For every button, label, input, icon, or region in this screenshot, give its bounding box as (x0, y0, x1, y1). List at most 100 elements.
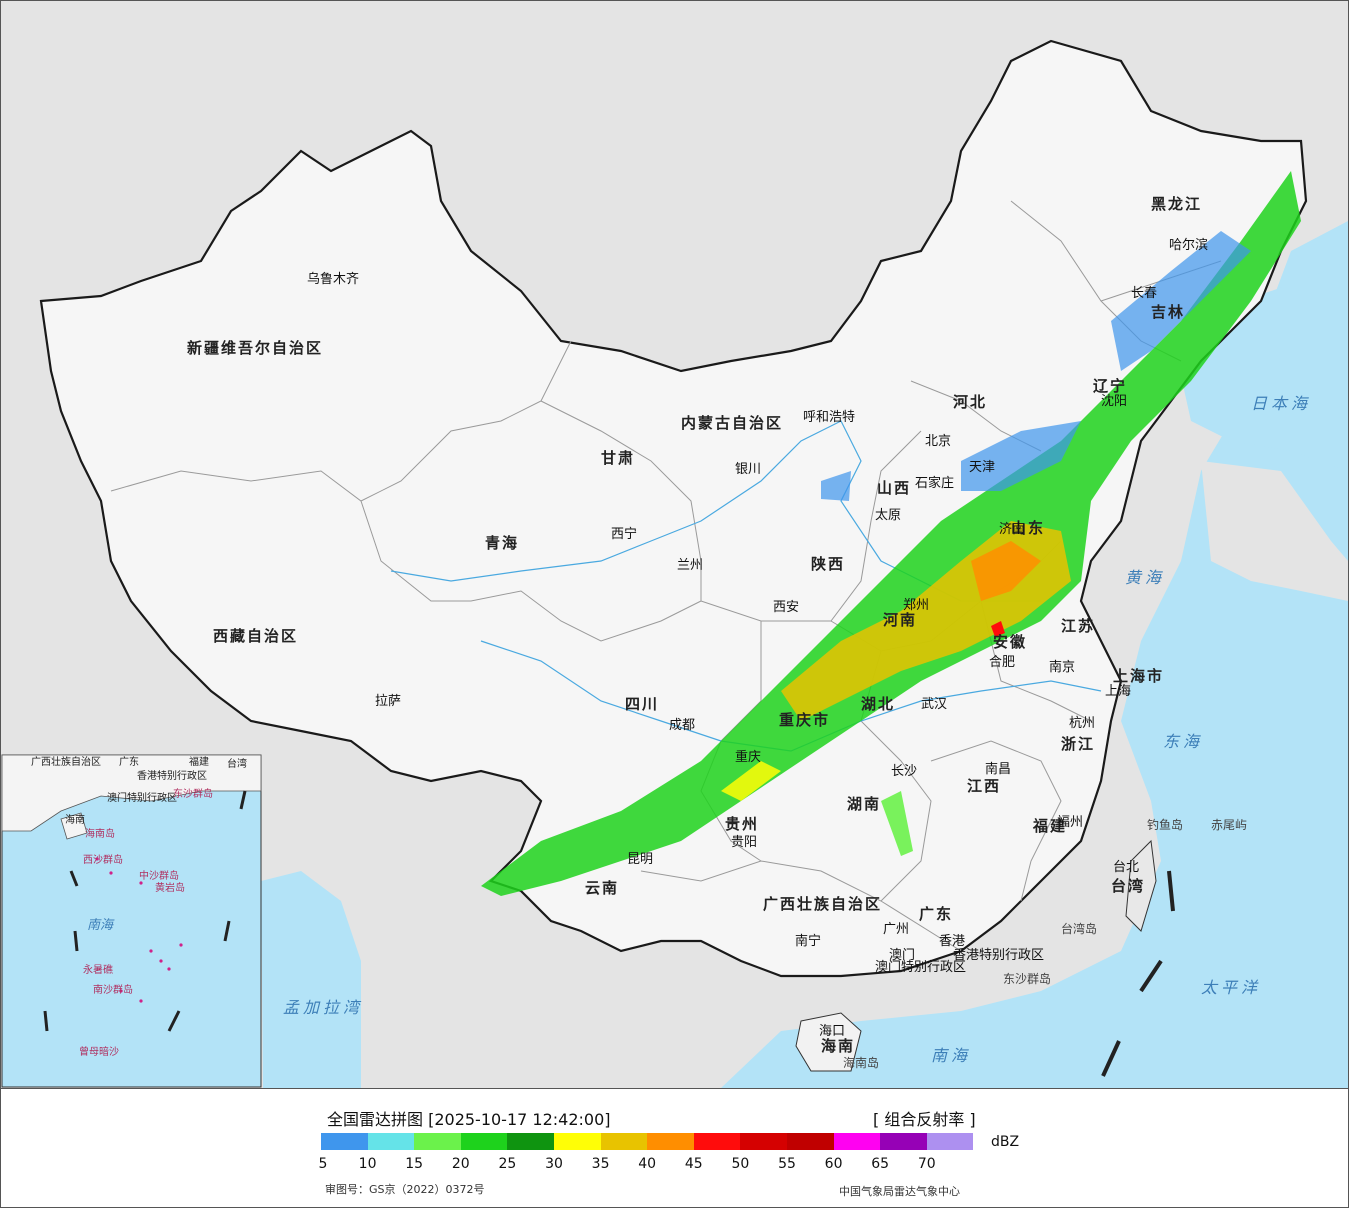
label-sichuan: 四川 (625, 695, 659, 713)
inset-label-huangyan: 黄岩岛 (155, 881, 185, 894)
city-beijing: 北京 (925, 434, 951, 449)
province-labels: 新疆维吾尔自治区 西藏自治区 青海 甘肃 内蒙古自治区 陕西 山西 河北 山东 … (187, 195, 1202, 1055)
city-chongqing: 重庆 (735, 749, 761, 765)
city-tianjin: 天津 (969, 460, 995, 475)
label-liaoning: 辽宁 (1093, 377, 1127, 395)
colorbar-swatch (507, 1133, 554, 1150)
city-guiyang: 贵阳 (731, 835, 757, 850)
hainan-island (795, 1012, 862, 1072)
china-radar-map: 新疆维吾尔自治区 西藏自治区 青海 甘肃 内蒙古自治区 陕西 山西 河北 山东 … (1, 1, 1348, 1088)
island-labels: 钓鱼岛 赤尾屿 台湾岛 东沙群岛 海南岛 (843, 817, 1247, 1070)
pacific-sea-area (721, 221, 1348, 1088)
label-yunnan: 云南 (585, 879, 619, 897)
label-neimenggu: 内蒙古自治区 (681, 414, 783, 432)
colorbar-swatch (740, 1133, 787, 1150)
inset-label-hainan-island: 海南岛 (85, 827, 115, 840)
city-urumqi: 乌鲁木齐 (307, 271, 359, 287)
label-anhui: 安徽 (993, 633, 1027, 651)
inset-label-macau: 澳门特别行政区 (107, 791, 177, 804)
label-hunan: 湖南 (847, 795, 881, 813)
colorbar-swatch (460, 1133, 508, 1150)
city-hongkong: 香港 (939, 934, 965, 949)
map-review-number: 审图号：GS京（2022）0372号 (325, 1183, 485, 1196)
label-macau-sar: 澳门特别行政区 (875, 959, 966, 975)
colorbar-tick-label: 55 (778, 1156, 796, 1172)
label-east-china-sea: 东海 (1163, 732, 1203, 751)
city-changchun: 长春 (1131, 286, 1157, 301)
city-hangzhou: 杭州 (1069, 716, 1095, 731)
label-hainan: 海南 (821, 1037, 855, 1055)
nine-dash-line (1101, 870, 1175, 1077)
city-lhasa: 拉萨 (375, 694, 401, 709)
colorbar-swatch (321, 1133, 368, 1150)
label-hebei: 河北 (953, 393, 987, 411)
city-nanning: 南宁 (795, 933, 821, 949)
inset-label-fujian: 福建 (189, 755, 209, 768)
source-credit: 中国气象局雷达气象中心 (839, 1185, 960, 1198)
label-fujian: 福建 (1032, 817, 1067, 835)
label-guangxi: 广西壮族自治区 (763, 895, 882, 913)
city-shijiazhuang: 石家庄 (915, 475, 954, 491)
label-taiwan-island: 台湾岛 (1061, 921, 1097, 936)
city-taipei: 台北 (1113, 860, 1139, 875)
colorbar-tick-label: 60 (824, 1156, 843, 1172)
colorbar-tick-label: 35 (591, 1156, 610, 1172)
city-jinan: 济南 (999, 521, 1025, 537)
label-jilin: 吉林 (1151, 303, 1185, 321)
label-henan: 河南 (883, 611, 917, 629)
inset-label-zengmu: 曾母暗沙 (79, 1045, 119, 1058)
label-heilongjiang: 黑龙江 (1151, 195, 1202, 213)
label-hubei: 湖北 (861, 695, 895, 713)
inset-label-xisha: 西沙群岛 (83, 853, 123, 866)
city-macau: 澳门 (889, 947, 915, 963)
label-hainan-island: 海南岛 (843, 1055, 879, 1070)
inset-label-nanhai: 南海 (87, 918, 115, 933)
city-lanzhou: 兰州 (677, 558, 703, 573)
city-haikou: 海口 (819, 1024, 845, 1039)
label-xizang: 西藏自治区 (213, 627, 298, 645)
colorbar-swatch (367, 1133, 415, 1150)
city-changsha: 长沙 (891, 764, 917, 779)
colorbar-swatch (833, 1133, 881, 1150)
colorbar-swatch (926, 1133, 974, 1150)
label-xinjiang: 新疆维吾尔自治区 (187, 339, 323, 357)
legend-ticks: 5 10 15 20 25 30 35 40 45 50 55 60 65 70 (1, 1156, 1001, 1174)
colorbar-tick-label: 40 (638, 1156, 657, 1172)
city-wuhan: 武汉 (921, 697, 947, 712)
colorbar-swatch (693, 1133, 741, 1150)
city-xian: 西安 (773, 600, 799, 615)
colorbar-swatch (600, 1133, 648, 1150)
label-shandong: 山东 (1011, 519, 1045, 537)
city-shenyang: 沈阳 (1101, 394, 1127, 409)
colorbar-tick-label: 10 (358, 1156, 377, 1172)
label-pacific: 太平洋 (1201, 978, 1261, 997)
city-nanjing: 南京 (1049, 659, 1075, 675)
colorbar-swatch (786, 1133, 834, 1150)
inset-label-nansha: 南沙群岛 (93, 983, 133, 996)
label-bay-of-bengal: 孟加拉湾 (283, 998, 363, 1017)
legend-panel: 全国雷达拼图 [2025-10-17 12:42:00] [ 组合反射率 ] d… (1, 1088, 1348, 1207)
city-labels: 乌鲁木齐 拉萨 西宁 兰州 银川 呼和浩特 北京 天津 石家庄 太原 西安 郑州… (307, 237, 1208, 1039)
label-diaoyu: 钓鱼岛 (1147, 817, 1183, 832)
label-dongsha: 东沙群岛 (1003, 971, 1051, 986)
legend-product-type: [ 组合反射率 ] (873, 1110, 976, 1129)
korea-japan-land (1201, 461, 1348, 601)
city-harbin: 哈尔滨 (1169, 237, 1208, 253)
label-chongqing: 重庆市 (779, 711, 830, 729)
label-hk-sar: 香港特别行政区 (953, 948, 1044, 963)
label-qinghai: 青海 (485, 534, 519, 552)
legend-colorbar (321, 1133, 974, 1150)
colorbar-tick-label: 5 (318, 1156, 328, 1172)
city-shanghai: 上海 (1105, 684, 1131, 699)
label-gansu: 甘肃 (601, 449, 635, 467)
label-sea-of-japan: 日本海 (1251, 394, 1311, 413)
inset-label-guangxi: 广西壮族自治区 (31, 755, 101, 768)
label-jiangsu: 江苏 (1061, 617, 1095, 635)
city-yinchuan: 银川 (735, 462, 761, 477)
label-guangdong: 广东 (919, 905, 953, 923)
label-yellow-sea: 黄海 (1125, 568, 1165, 587)
colorbar-swatch (414, 1133, 461, 1150)
colorbar-tick-label: 70 (917, 1156, 936, 1172)
label-zhejiang: 浙江 (1061, 735, 1095, 753)
city-chengdu: 成都 (669, 718, 695, 733)
